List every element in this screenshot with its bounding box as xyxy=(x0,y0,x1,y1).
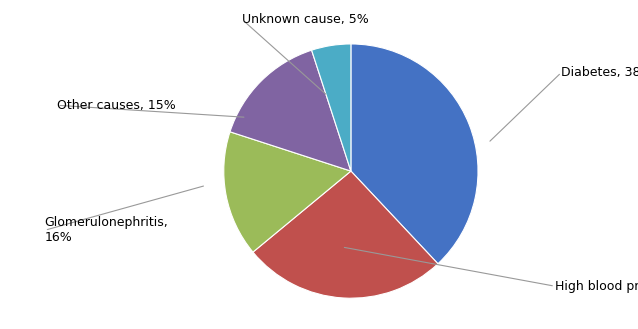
Text: Other causes, 15%: Other causes, 15% xyxy=(57,99,176,112)
Wedge shape xyxy=(253,171,438,298)
Wedge shape xyxy=(351,44,478,264)
Text: Diabetes, 38%: Diabetes, 38% xyxy=(561,66,638,79)
Text: Glomerulonephritis,
16%: Glomerulonephritis, 16% xyxy=(45,216,168,244)
Wedge shape xyxy=(230,50,351,171)
Text: High blood pressure, 26%: High blood pressure, 26% xyxy=(555,280,638,293)
Wedge shape xyxy=(311,44,351,171)
Text: Unknown cause, 5%: Unknown cause, 5% xyxy=(242,13,369,26)
Wedge shape xyxy=(224,132,351,252)
